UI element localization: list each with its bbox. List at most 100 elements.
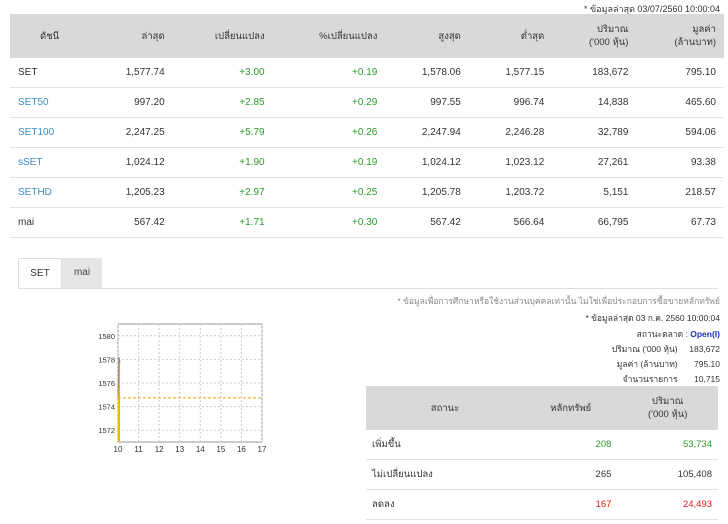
x-tick-label: 15 bbox=[216, 445, 225, 454]
high-price: 1,024.12 bbox=[385, 147, 469, 178]
table-row[interactable]: SET100 2,247.25 +5.79 +0.26 2,247.94 2,246.28… bbox=[10, 117, 724, 148]
col-value-l2: (ล้านบาท) bbox=[674, 37, 716, 48]
info-value: มูลค่า (ล้านบาท) 795.10 bbox=[617, 357, 720, 371]
last-price: 567.42 bbox=[89, 207, 173, 238]
trades-label: จำนวนรายการ bbox=[622, 374, 678, 384]
index-table-header: ดัชนี ล่าสุด เปลี่ยนแปลง %เปลี่ยนแปลง สู… bbox=[10, 14, 724, 58]
table-row[interactable]: SET50 997.20 +2.85 +0.29 997.55 996.74 14,838 4… bbox=[10, 87, 724, 118]
col-volume[interactable]: ปริมาณ ('000 หุ้น) bbox=[552, 14, 637, 58]
col-pct-change[interactable]: %เปลี่ยนแปลง bbox=[272, 14, 386, 58]
value: 67.73 bbox=[636, 207, 724, 238]
low-price: 1,577.15 bbox=[468, 58, 553, 88]
tab-set[interactable]: SET bbox=[18, 258, 62, 289]
col-volume-l1: ปริมาณ bbox=[596, 24, 629, 35]
intraday-chart: 10 11 12 13 14 15 16 17 1580 1578 1576 1574 1572 bbox=[98, 323, 267, 454]
value: 795.10 bbox=[636, 58, 724, 88]
pct-change: +0.30 bbox=[272, 207, 386, 238]
col-stat-volume-l2: ('000 หุ้น) bbox=[648, 409, 688, 420]
volume: 27,261 bbox=[552, 147, 637, 178]
index-table: ดัชนี ล่าสุด เปลี่ยนแปลง %เปลี่ยนแปลง สู… bbox=[10, 14, 724, 238]
volume-value: 183,672 bbox=[689, 344, 720, 354]
securities-count: 167 bbox=[524, 489, 618, 520]
trades-value: 10,715 bbox=[694, 374, 720, 384]
index-name[interactable]: SET bbox=[10, 58, 90, 88]
low-price: 566.64 bbox=[468, 207, 553, 238]
index-name[interactable]: SETHD bbox=[10, 177, 90, 208]
index-name[interactable]: SET50 bbox=[10, 87, 90, 118]
status-label: ไม่เปลี่ยนแปลง bbox=[366, 459, 525, 490]
last-update-note: * ข้อมูลล่าสุด 03/07/2560 10:00:04 bbox=[584, 4, 720, 14]
col-index[interactable]: ดัชนี bbox=[10, 14, 90, 58]
advance-decline-table: สถานะ หลักทรัพย์ ปริมาณ ('000 หุ้น) เพิ่ม… bbox=[366, 386, 718, 520]
change: +2.97 bbox=[172, 177, 273, 208]
col-value-l1: มูลค่า bbox=[692, 24, 716, 35]
info-market-status: สถานะตลาด : Open(I) bbox=[637, 327, 720, 341]
value-value: 795.10 bbox=[694, 359, 720, 369]
pct-change: +0.19 bbox=[272, 147, 386, 178]
value-label: มูลค่า (ล้านบาท) bbox=[616, 359, 678, 369]
status-volume: 24,493 bbox=[617, 489, 718, 520]
volume: 66,795 bbox=[552, 207, 637, 238]
info-volume: ปริมาณ ('000 หุ้น) 183,672 bbox=[612, 342, 720, 356]
col-value[interactable]: มูลค่า (ล้านบาท) bbox=[636, 14, 724, 58]
last-price: 2,247.25 bbox=[89, 117, 173, 148]
tab-divider bbox=[18, 288, 718, 289]
x-tick-label: 16 bbox=[237, 445, 246, 454]
last-price: 1,205.23 bbox=[89, 177, 173, 208]
value: 465.60 bbox=[636, 87, 724, 118]
y-tick-label: 1578 bbox=[98, 355, 115, 364]
table-row: เพิ่มขึ้น 208 53,734 bbox=[366, 430, 718, 460]
table-row[interactable]: sSET 1,024.12 +1.90 +0.19 1,024.12 1,023.12 27… bbox=[10, 147, 724, 178]
low-price: 1,203.72 bbox=[468, 177, 553, 208]
volume: 32,789 bbox=[552, 117, 637, 148]
col-status: สถานะ bbox=[366, 386, 525, 430]
x-tick-label: 11 bbox=[134, 445, 143, 454]
x-tick-label: 13 bbox=[175, 445, 184, 454]
change: +3.00 bbox=[172, 58, 273, 88]
table-row[interactable]: SETHD 1,205.23 +2.97 +0.25 1,205.78 1,203.72 5… bbox=[10, 177, 724, 208]
volume-label: ปริมาณ ('000 หุ้น) bbox=[611, 344, 678, 354]
table-row[interactable]: SET 1,577.74 +3.00 +0.19 1,578.06 1,577.15 183… bbox=[10, 58, 724, 88]
change: +5.79 bbox=[172, 117, 273, 148]
last-price: 997.20 bbox=[89, 87, 173, 118]
low-price: 1,023.12 bbox=[468, 147, 553, 178]
high-price: 1,205.78 bbox=[385, 177, 469, 208]
status-volume: 105,408 bbox=[617, 459, 718, 490]
index-name[interactable]: SET100 bbox=[10, 117, 90, 148]
info-latest: * ข้อมูลล่าสุด 03 ก.ค. 2560 10:00:04 bbox=[585, 313, 720, 323]
stats-header: สถานะ หลักทรัพย์ ปริมาณ ('000 หุ้น) bbox=[366, 386, 718, 430]
value: 93.38 bbox=[636, 147, 724, 178]
index-name[interactable]: sSET bbox=[10, 147, 90, 178]
table-row: ลดลง 167 24,493 bbox=[366, 489, 718, 520]
last-price: 1,024.12 bbox=[89, 147, 173, 178]
pct-change: +0.29 bbox=[272, 87, 386, 118]
col-low[interactable]: ต่ำสุด bbox=[468, 14, 553, 58]
high-price: 997.55 bbox=[385, 87, 469, 118]
value: 218.57 bbox=[636, 177, 724, 208]
col-change[interactable]: เปลี่ยนแปลง bbox=[172, 14, 273, 58]
pct-change: +0.26 bbox=[272, 117, 386, 148]
y-tick-label: 1580 bbox=[98, 332, 115, 341]
change: +1.71 bbox=[172, 207, 273, 238]
market-status-value: Open(I) bbox=[690, 329, 720, 339]
tab-mai[interactable]: mai bbox=[62, 258, 102, 288]
securities-count: 265 bbox=[524, 459, 618, 490]
col-high[interactable]: สูงสุด bbox=[385, 14, 469, 58]
volume: 5,151 bbox=[552, 177, 637, 208]
market-status-label: สถานะตลาด : bbox=[636, 329, 688, 339]
info-trades: จำนวนรายการ 10,715 bbox=[623, 372, 720, 386]
pct-change: +0.25 bbox=[272, 177, 386, 208]
low-price: 2,246.28 bbox=[468, 117, 553, 148]
low-price: 996.74 bbox=[468, 87, 553, 118]
series-line bbox=[117, 356, 121, 398]
pct-change: +0.19 bbox=[272, 58, 386, 88]
index-name[interactable]: mai bbox=[10, 207, 90, 238]
col-securities: หลักทรัพย์ bbox=[524, 386, 618, 430]
status-label: เพิ่มขึ้น bbox=[366, 430, 525, 460]
col-stat-volume-l1: ปริมาณ bbox=[651, 396, 684, 407]
x-tick-label: 12 bbox=[155, 445, 164, 454]
high-price: 1,578.06 bbox=[385, 58, 469, 88]
x-tick-label: 17 bbox=[258, 445, 267, 454]
col-last[interactable]: ล่าสุด bbox=[89, 14, 173, 58]
table-row[interactable]: mai 567.42 +1.71 +0.30 567.42 566.64 66,795 67.… bbox=[10, 207, 724, 238]
